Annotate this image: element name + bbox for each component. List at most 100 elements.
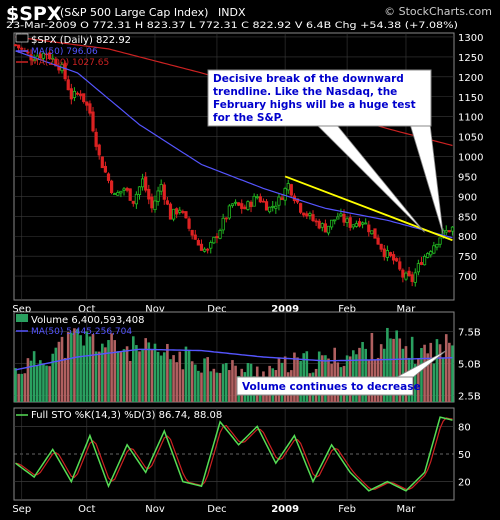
volume-bar [125, 346, 129, 402]
candle-body [289, 184, 293, 196]
volume-bar [156, 351, 160, 402]
candle-body [32, 59, 36, 62]
candle-body [162, 184, 166, 200]
callout-text: Decisive break of the downward trendline.… [213, 73, 416, 124]
candle-body [54, 59, 58, 67]
volume-bar [20, 373, 24, 402]
price-y-tick: 1300 [458, 33, 483, 44]
volume-bar [79, 335, 82, 402]
volume-ma50-line [15, 348, 453, 371]
volume-bar [26, 358, 30, 402]
candle-body [326, 225, 331, 234]
candle-body [153, 200, 157, 211]
candle-body [426, 253, 430, 258]
candle-body [274, 205, 278, 209]
candle-body [168, 203, 173, 220]
candle-body [246, 201, 250, 210]
price-x-tick: Feb [338, 304, 356, 315]
price-y-tick: 750 [458, 252, 477, 263]
volume-bar [131, 336, 135, 402]
volume-bar [178, 351, 182, 402]
volume-bar [184, 346, 188, 402]
volume-bar [426, 353, 429, 402]
symbol: $SPX [6, 3, 62, 25]
candle-body [38, 53, 42, 59]
price-y-tick: 1200 [458, 73, 483, 84]
volume-bar [128, 360, 132, 402]
price-y-tick: 900 [458, 192, 477, 203]
candle-body [447, 230, 451, 233]
volume-y-tick: 7.5B [458, 327, 481, 338]
candle-body [351, 224, 355, 228]
price-x-tick: 2009 [271, 304, 299, 315]
candle-body [330, 219, 334, 228]
candle-body [385, 250, 389, 258]
volume-bar [200, 372, 203, 402]
volume-ma-legend: MA(50) 5,445,256,704 [31, 327, 132, 337]
candle-body [255, 196, 259, 199]
volume-bar [76, 329, 79, 402]
candle-body [413, 272, 417, 283]
volume-bar [417, 358, 420, 402]
volume-bar [361, 341, 364, 402]
candle-body [125, 187, 129, 191]
volume-bar [147, 342, 151, 402]
candle-body [370, 230, 374, 235]
stochastic-y-tick: 50 [458, 450, 471, 461]
candle-body [404, 272, 408, 280]
callout-text-line: trendline. Like the Nasdaq, the [213, 86, 397, 98]
candle-body [354, 223, 358, 227]
candle-body [106, 173, 111, 181]
volume-bar [444, 334, 448, 402]
candle-body [140, 178, 145, 188]
candle-body [190, 229, 194, 236]
candle-body [302, 212, 306, 216]
volume-bar [57, 341, 61, 402]
candle-body [357, 221, 362, 227]
candle-body [110, 180, 114, 193]
candle-body [348, 217, 352, 228]
volume-bar [203, 358, 206, 402]
volume-bar [224, 363, 228, 402]
volume-bar [104, 347, 107, 402]
candle-body [82, 93, 86, 103]
stochastic-x-tick: Oct [78, 504, 95, 515]
volume-bar [85, 331, 89, 402]
candle-body [311, 214, 315, 222]
callout-text-line: February highs will be a huge test [213, 99, 416, 111]
candle-body [20, 47, 24, 50]
candle-body [97, 144, 101, 156]
candle-body [134, 193, 138, 205]
candle-body [181, 211, 185, 213]
candle-body [336, 216, 340, 220]
candle-body [79, 93, 83, 96]
candle-body [233, 201, 238, 204]
volume-bar [63, 357, 67, 402]
candle-body [308, 213, 312, 216]
candle-body [17, 44, 21, 49]
price-y-tick: 1250 [458, 53, 483, 64]
volume-bar [97, 351, 101, 402]
candle-body [187, 218, 191, 229]
stochastic-x-tick: 2009 [271, 504, 299, 515]
volume-bar [32, 351, 36, 402]
candle-body [314, 220, 318, 223]
volume-bar [122, 349, 126, 402]
price-y-tick: 850 [458, 212, 477, 223]
candle-body [258, 196, 262, 203]
candle-body [147, 188, 151, 200]
volume-bar [392, 338, 395, 402]
candle-body [432, 245, 436, 254]
candle-body [44, 53, 49, 56]
candle-body [395, 258, 399, 262]
volume-bar [141, 348, 144, 402]
candle-body [41, 52, 46, 59]
volume-bar [91, 334, 95, 402]
volume-bar [190, 361, 194, 402]
candle-body [271, 205, 275, 208]
volume-bar [70, 332, 73, 402]
price-x-tick: Dec [207, 304, 226, 315]
candle-body [26, 51, 30, 54]
candle-body [85, 101, 89, 106]
candle-body [305, 213, 309, 217]
